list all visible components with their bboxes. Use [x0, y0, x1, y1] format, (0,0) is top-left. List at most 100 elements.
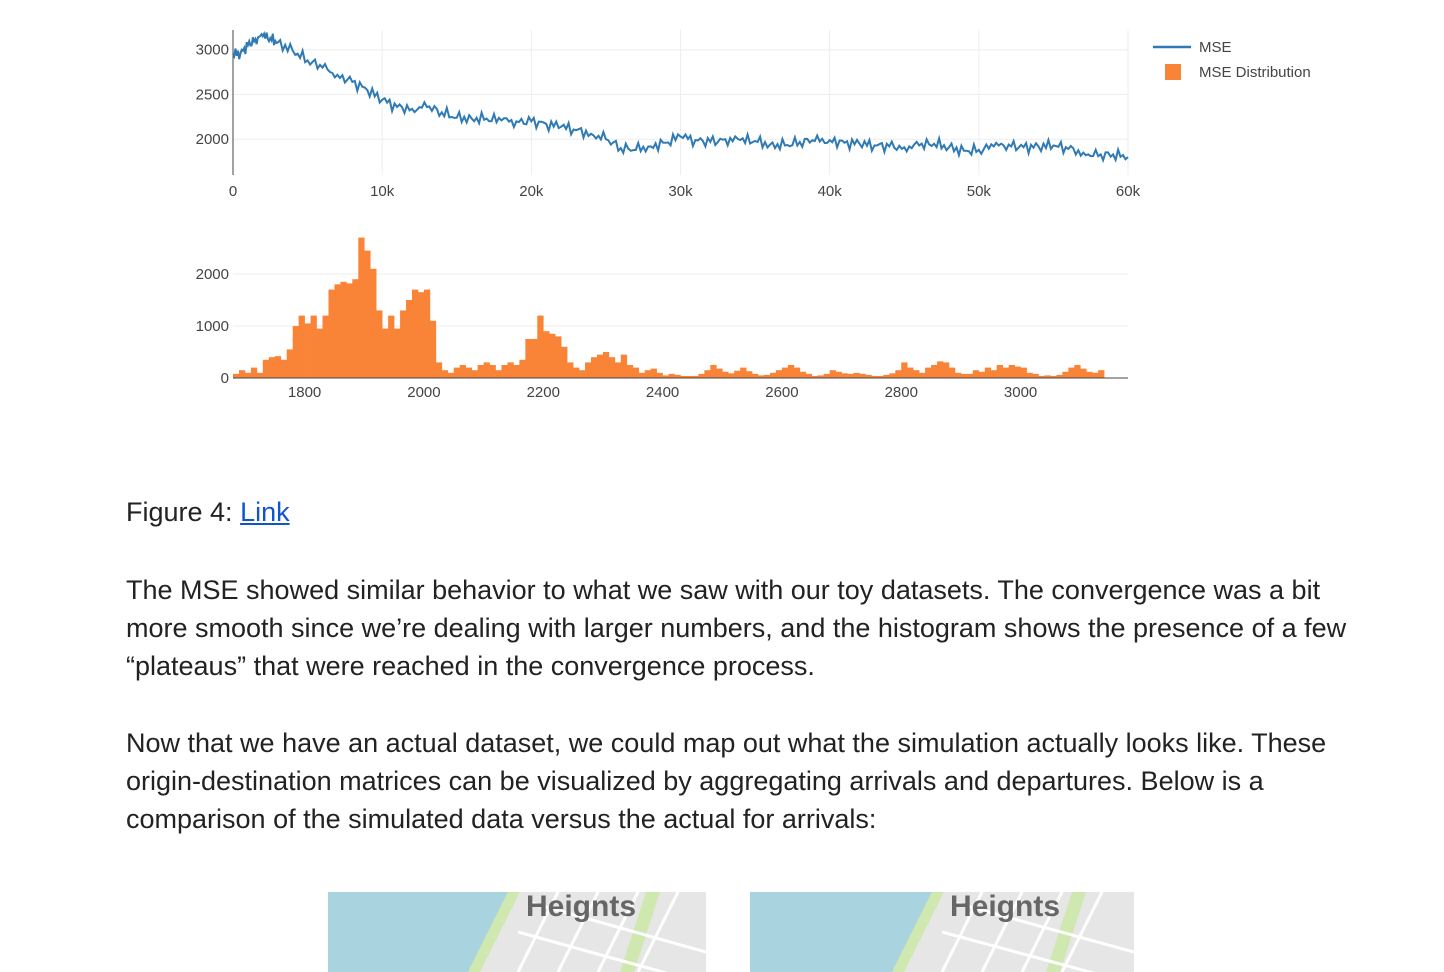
- histogram-bar: [698, 373, 705, 378]
- histogram-x-tick-label: 2600: [765, 384, 798, 401]
- line-chart-y-tick-label: 2500: [196, 86, 229, 103]
- histogram-bar: [322, 315, 329, 378]
- histogram-bar: [567, 362, 574, 378]
- histogram-bar: [489, 365, 496, 378]
- histogram-x-tick-label: 2800: [885, 384, 918, 401]
- map-simulated-label: Heignts: [526, 892, 636, 923]
- histogram-bar: [644, 370, 651, 378]
- paragraph-mse-behavior: The MSE showed similar behavior to what …: [126, 575, 1347, 681]
- histogram-bar: [722, 371, 729, 378]
- histogram-bar: [758, 375, 765, 378]
- histogram-bar: [865, 374, 872, 378]
- histogram-bar: [1074, 365, 1081, 378]
- line-chart-x-tick-label: 40k: [818, 183, 843, 200]
- histogram-bar: [638, 372, 645, 378]
- histogram-bar: [346, 283, 353, 378]
- histogram-bar: [943, 362, 950, 378]
- histogram-bar: [859, 373, 866, 378]
- histogram-bar: [286, 349, 293, 378]
- paragraph-dataset-visualization: Now that we have an actual dataset, we c…: [126, 728, 1327, 834]
- histogram-bar: [334, 284, 341, 378]
- mse-distribution-histogram: 0 1000 2000 1800 2000 2200 2400 2600 2800 3000: [196, 237, 1128, 401]
- histogram-bar: [620, 354, 628, 378]
- histogram-bar: [423, 289, 431, 378]
- histogram-bar: [919, 372, 926, 378]
- chart-legend[interactable]: MSE MSE Distribution: [1153, 39, 1311, 81]
- histogram-x-tick-label: 1800: [288, 384, 321, 401]
- histogram-x-tick-label: 2400: [646, 384, 679, 401]
- histogram-bar: [304, 323, 311, 378]
- histogram-bar: [996, 365, 1003, 378]
- line-chart-y-tick-label: 2000: [196, 131, 229, 148]
- caption-prefix: Figure 4:: [126, 497, 241, 527]
- histogram-bar: [728, 373, 735, 378]
- histogram-bar: [316, 328, 323, 378]
- histogram-bar: [1026, 372, 1033, 378]
- histogram-bar: [340, 281, 347, 378]
- histogram-bar: [537, 315, 544, 378]
- histogram-bar: [626, 365, 634, 378]
- histogram-bar: [1068, 367, 1075, 378]
- histogram-bar: [775, 370, 783, 378]
- histogram-bar: [805, 373, 813, 378]
- legend-square-swatch: [1165, 64, 1181, 80]
- histogram-bar: [847, 373, 854, 378]
- histogram-bar: [238, 370, 246, 378]
- histogram-bar: [1020, 367, 1027, 378]
- histogram-bar: [925, 367, 932, 378]
- histogram-bar: [483, 362, 490, 378]
- map-actual[interactable]: Heignts: [750, 892, 1134, 972]
- histogram-bar: [250, 367, 258, 378]
- histogram-x-tick-label: 3000: [1004, 384, 1037, 401]
- legend-item[interactable]: MSE Distribution: [1165, 64, 1311, 81]
- histogram-bar: [453, 367, 461, 378]
- histogram-bar: [1014, 366, 1021, 378]
- histogram-bar: [811, 375, 819, 378]
- histogram-bar: [823, 373, 830, 378]
- histogram-bar: [382, 328, 389, 378]
- histogram-bar: [591, 357, 598, 378]
- histogram-bar: [656, 372, 663, 378]
- histogram-bar: [388, 315, 395, 378]
- histogram-bar: [525, 339, 532, 378]
- histogram-bar: [501, 365, 508, 378]
- histogram-bar: [417, 292, 425, 378]
- histogram-bar: [632, 367, 640, 378]
- histogram-bar: [871, 375, 878, 378]
- histogram-bar: [256, 372, 264, 378]
- histogram-bar: [1032, 373, 1039, 378]
- histogram-bar: [990, 370, 998, 378]
- histogram-bar: [447, 372, 455, 378]
- figure-caption: Figure 4: Link: [126, 494, 290, 530]
- histogram-bar: [412, 289, 419, 378]
- histogram-bar: [680, 375, 687, 378]
- histogram-bar: [471, 370, 478, 378]
- histogram-bar: [370, 268, 377, 378]
- histogram-bar: [1038, 375, 1045, 378]
- histogram-bar: [752, 373, 759, 378]
- histogram-bar: [1050, 375, 1057, 378]
- histogram-bar: [781, 367, 789, 378]
- histogram-x-tick-label: 2200: [527, 384, 560, 401]
- histogram-y-tick-label: 0: [221, 370, 229, 387]
- map-actual-label: Heignts: [950, 892, 1060, 923]
- map-simulated[interactable]: Heignts: [328, 892, 706, 972]
- histogram-bar: [602, 352, 610, 378]
- histogram-bar: [799, 371, 807, 378]
- histogram-bar: [585, 362, 592, 378]
- legend-item[interactable]: MSE: [1153, 39, 1232, 56]
- figure-link[interactable]: Link: [240, 497, 290, 527]
- line-chart-x-tick-label: 60k: [1116, 183, 1141, 200]
- histogram-y-tick-label: 1000: [196, 318, 229, 335]
- histogram-bar: [937, 361, 944, 378]
- histogram-bar: [1056, 374, 1063, 378]
- histogram-bar: [441, 370, 449, 378]
- histogram-bar: [740, 367, 747, 378]
- histogram-bar: [907, 367, 914, 378]
- histogram-bar: [579, 370, 586, 378]
- histogram-y-tick-label: 2000: [196, 266, 229, 283]
- figure-4-charts: 0 10k 20k 30k 40k 50k 60k 2000 2500 3000 0 1000 200…: [196, 30, 1311, 401]
- histogram-bar: [1002, 367, 1009, 378]
- histogram-bar: [716, 368, 723, 378]
- histogram-bar: [770, 372, 777, 378]
